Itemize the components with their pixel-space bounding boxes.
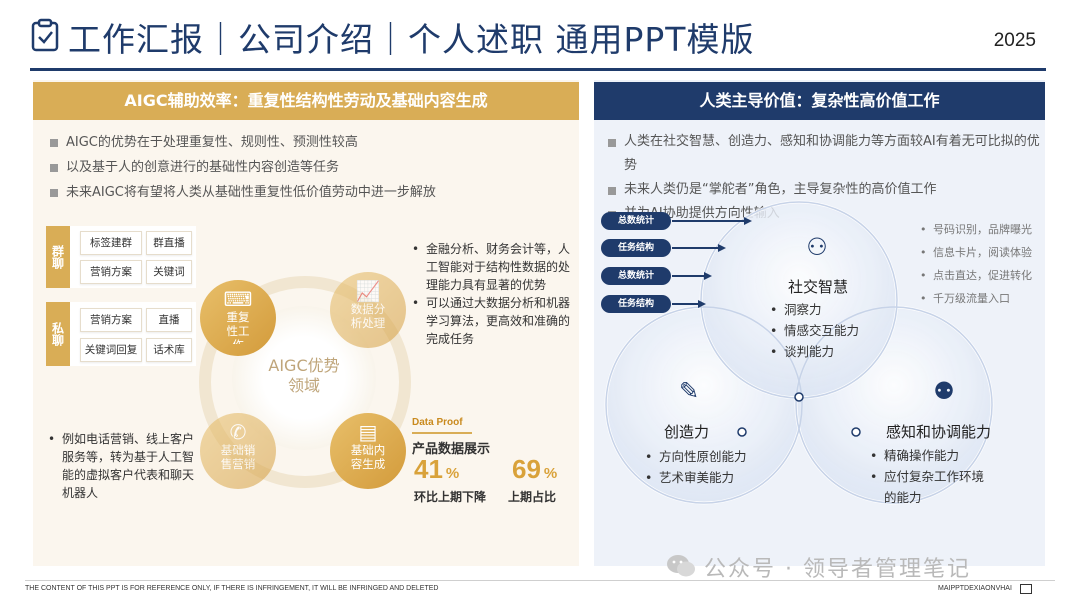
side-item: 点击直达，促进转化 xyxy=(920,264,1032,287)
feature-side-list: 号码识别，品牌曝光 信息卡片，阅读体验 点击直达，促进转化 千万级流量入口 xyxy=(920,218,1032,310)
document-icon: ▤ xyxy=(358,420,378,444)
proof-title: Data Proof xyxy=(412,417,463,428)
side-item: 千万级流量入口 xyxy=(920,287,1032,310)
creativity-title: 创造力 xyxy=(664,423,710,441)
side-item: 号码识别，品牌曝光 xyxy=(920,218,1032,241)
tag-live: 直播 xyxy=(146,308,192,332)
note-item: 例如电话营销、线上客户服务等，转为基于人工智能的虚拟客户代表和聊天机器人 xyxy=(48,430,198,502)
left-bullet: 以及基于人的创意进行的基础性内容创造等任务 xyxy=(48,155,573,180)
note-item: 金融分析、财务会计等，人工智能对于结构性数据的处理能力具有显著的优势 xyxy=(412,240,572,294)
watermark-text: 公众号 · 领导者管理笔记 xyxy=(704,557,971,582)
lightbulb-pen-icon: ✎ xyxy=(678,377,700,405)
creativity-list: 方向性原创能力 艺术审美能力 xyxy=(645,446,747,488)
venn-item: 情感交互能力 xyxy=(770,320,859,341)
right-bullet: 未来人类仍是“掌舵者”角色，主导复杂性的高价值工作 xyxy=(606,178,1042,202)
pill-total-stats: 总数统计 xyxy=(601,267,671,285)
pill-total-stats: 总数统计 xyxy=(601,212,671,230)
tag-label-group: 标签建群 xyxy=(80,231,142,255)
right-bullet: 人类在社交智慧、创造力、感知和协调能力等方面较AI有着无可比拟的优势 xyxy=(606,130,1042,178)
tag-marketing-plan: 营销方案 xyxy=(80,260,142,284)
tag-keyword-reply: 关键词回复 xyxy=(80,338,142,362)
aigc-center-label: AIGC优势 领域 xyxy=(268,356,340,395)
stat-value: 69% xyxy=(512,454,558,484)
left-bullet: AIGC的优势在于处理重复性、规则性、预测性较高 xyxy=(48,130,573,155)
social-wisdom-title: 社交智慧 xyxy=(788,278,849,296)
group-chat-label: 群聊 xyxy=(46,226,70,288)
tag-script-library: 话术库 xyxy=(146,338,192,362)
venn-item: 谈判能力 xyxy=(770,341,859,362)
right-panel-heading: 人类主导价值：复杂性高价值工作 xyxy=(594,82,1045,120)
left-bullet: 未来AIGC将有望将人类从基础性重复性低价值劳动中进一步解放 xyxy=(48,180,573,205)
tag-keyword: 关键词 xyxy=(146,260,192,284)
perception-title: 感知和协调能力 xyxy=(886,423,992,441)
footer-logo-icon xyxy=(1020,584,1032,594)
venn-item: 精确操作能力 xyxy=(870,445,990,466)
sales-notes: 例如电话营销、线上客户服务等，转为基于人工智能的虚拟客户代表和聊天机器人 xyxy=(48,430,198,502)
circle-basic-content: ▤ 基础内 容生成 xyxy=(330,413,406,489)
stat-label: 上期占比 xyxy=(508,490,557,504)
left-bullet-list: AIGC的优势在于处理重复性、规则性、预测性较高 以及基于人的创意进行的基础性内… xyxy=(48,130,573,205)
venn-item: 洞察力 xyxy=(770,299,859,320)
tag-marketing-plan: 营销方案 xyxy=(80,308,142,332)
header: 工作汇报｜公司介绍｜个人述职 通用PPT模版 2025 xyxy=(0,0,1080,72)
people-network-icon: ⚇ xyxy=(806,233,828,261)
proof-subtitle: 产品数据展示 xyxy=(412,442,491,457)
left-panel-heading: AIGC辅助效率：重复性结构性劳动及基础内容生成 xyxy=(33,82,579,120)
pill-task-structure: 任务结构 xyxy=(601,239,671,257)
circle-repetitive-work: ⌨ 重复 性工 作 xyxy=(200,280,276,356)
pill-task-structure: 任务结构 xyxy=(601,295,671,313)
team-coordination-icon: ⚉ xyxy=(933,377,955,405)
circle-data-analysis: 📈 数据分 析处理 xyxy=(330,272,406,348)
wechat-icon xyxy=(667,555,695,577)
social-wisdom-list: 洞察力 情感交互能力 谈判能力 xyxy=(770,299,859,362)
private-chat-label: 私聊 xyxy=(46,302,70,366)
tag-group-live: 群直播 xyxy=(146,231,192,255)
stat-value: 41% xyxy=(414,454,460,484)
venn-item: 艺术审美能力 xyxy=(645,467,747,488)
data-analysis-notes: 金融分析、财务会计等，人工智能对于结构性数据的处理能力具有显著的优势 可以通过大… xyxy=(412,240,572,348)
footer-divider xyxy=(25,580,1055,581)
proof-underline xyxy=(412,432,472,434)
clipboard-check-icon xyxy=(31,18,59,52)
footer-brand: MAIPPTDEXIAONVHAI xyxy=(938,585,1012,592)
page-title: 工作汇报｜公司介绍｜个人述职 通用PPT模版 xyxy=(68,20,755,59)
stat-label: 环比上期下降 xyxy=(414,490,487,504)
venn-item: 应付复杂工作环境的能力 xyxy=(870,466,990,508)
year-label: 2025 xyxy=(993,30,1036,51)
aigc-ring xyxy=(199,276,411,488)
chart-icon: 📈 xyxy=(355,279,381,303)
perception-list: 精确操作能力 应付复杂工作环境的能力 xyxy=(870,445,990,508)
side-item: 信息卡片，阅读体验 xyxy=(920,241,1032,264)
phone-icon: ✆ xyxy=(229,420,247,444)
circle-basic-sales: ✆ 基础销 售营销 xyxy=(200,413,276,489)
person-laptop-icon: ⌨ xyxy=(223,287,253,311)
footer-disclaimer: THE CONTENT OF THIS PPT IS FOR REFERENCE… xyxy=(25,585,439,592)
header-divider xyxy=(30,68,1046,71)
note-item: 可以通过大数据分析和机器学习算法，更高效和准确的完成任务 xyxy=(412,294,572,348)
venn-item: 方向性原创能力 xyxy=(645,446,747,467)
